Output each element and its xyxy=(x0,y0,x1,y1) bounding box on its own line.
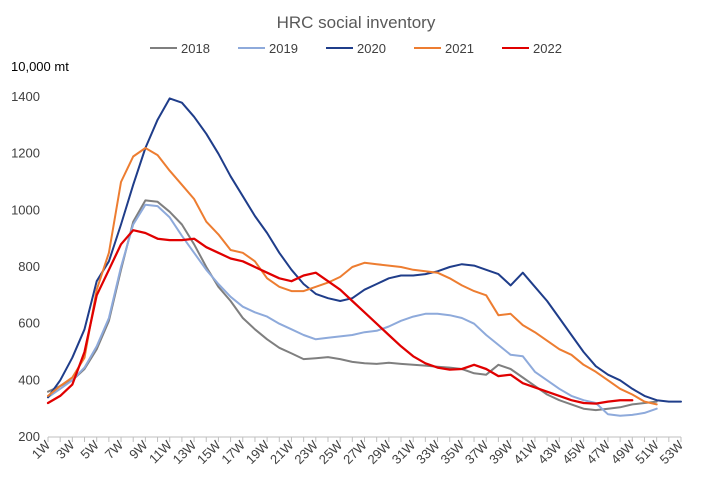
x-tick-label: 45W xyxy=(559,437,589,467)
x-tick-label: 51W xyxy=(632,437,662,467)
legend-label-2022: 2022 xyxy=(533,41,562,56)
x-tick-label: 53W xyxy=(657,437,687,467)
y-axis: 200 400 600 800 1000 1200 1400 xyxy=(11,89,40,444)
y-tick-label: 1400 xyxy=(11,89,40,104)
series-line-2022 xyxy=(46,229,634,405)
x-tick-label: 11W xyxy=(146,437,175,466)
x-tick-label: 49W xyxy=(608,437,638,467)
series-line-2021 xyxy=(47,147,658,406)
x-tick-label: 33W xyxy=(413,437,443,467)
y-tick-label: 800 xyxy=(18,259,40,274)
x-tick-label: 47W xyxy=(584,437,614,467)
x-tick-label: 3W xyxy=(53,437,78,462)
plot-area xyxy=(46,97,682,417)
x-tick-label: 17W xyxy=(218,437,248,467)
x-tick-label: 27W xyxy=(340,437,370,467)
x-tick-label: 25W xyxy=(316,437,346,467)
legend-label-2019: 2019 xyxy=(269,41,298,56)
series-line-2018 xyxy=(47,199,658,412)
x-tick-label: 7W xyxy=(102,437,127,462)
x-tick-label: 35W xyxy=(437,437,467,467)
x-tick-label: 19W xyxy=(243,437,273,467)
x-tick-label: 41W xyxy=(511,437,541,467)
x-tick-label: 39W xyxy=(486,437,516,467)
x-tick-label: 5W xyxy=(77,437,102,462)
y-tick-label: 600 xyxy=(18,316,40,331)
y-tick-label: 400 xyxy=(18,372,40,387)
series-line-2020 xyxy=(47,97,682,403)
chart-title: HRC social inventory xyxy=(277,13,436,32)
x-tick-label: 43W xyxy=(535,437,565,467)
x-tick-label: 29W xyxy=(364,437,394,467)
x-tick-label: 31W xyxy=(389,437,419,467)
series-line-2019 xyxy=(47,203,658,417)
y-tick-label: 1000 xyxy=(11,202,40,217)
legend-label-2021: 2021 xyxy=(445,41,474,56)
legend-label-2018: 2018 xyxy=(181,41,210,56)
x-tick-label: 15W xyxy=(194,437,224,467)
y-unit-label: 10,000 mt xyxy=(11,59,69,74)
x-axis: 1W 3W 5W 7W 9W11W13W15W17W19W21W23W25W27W29W… xyxy=(29,436,687,467)
y-tick-label: 1200 xyxy=(11,146,40,161)
y-tick-label: 200 xyxy=(18,429,40,444)
x-tick-label: 21W xyxy=(267,437,297,467)
legend-label-2020: 2020 xyxy=(357,41,386,56)
legend: 2018 2019 2020 2021 2022 xyxy=(150,41,562,56)
x-tick-label: 37W xyxy=(462,437,492,467)
x-tick-label: 23W xyxy=(291,437,321,467)
x-tick-label: 13W xyxy=(170,437,200,467)
